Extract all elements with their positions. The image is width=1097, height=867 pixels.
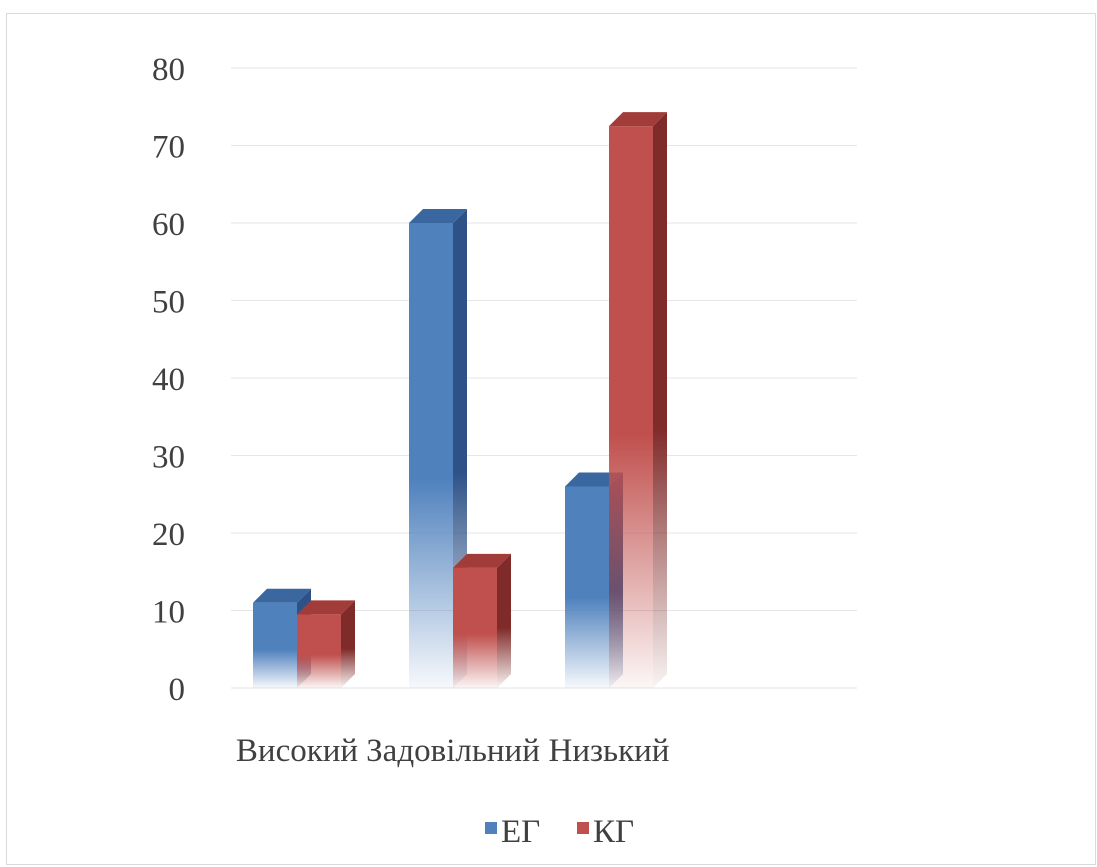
x-tick-label: Задовільний [366, 733, 540, 769]
bars [253, 112, 667, 688]
bar-side [497, 553, 511, 688]
bar-front [453, 567, 497, 688]
bar-front [409, 223, 453, 688]
bar-top [297, 600, 355, 615]
bar-top [409, 209, 467, 223]
y-tick-label: 40 [152, 362, 185, 398]
legend-item: ЕГ [485, 814, 540, 850]
bar-КГ-Низький [609, 112, 667, 688]
x-tick-label: Низький [549, 733, 670, 769]
y-tick-label: 10 [152, 595, 185, 631]
bar-top [565, 472, 623, 487]
y-tick-label: 0 [169, 672, 186, 708]
bar-front [609, 126, 653, 688]
x-tick-label: Високий [236, 733, 358, 769]
legend-swatch [577, 822, 589, 834]
bar-КГ-Високий [297, 600, 355, 688]
bar-front [253, 602, 297, 688]
bar-side [341, 600, 355, 688]
x-axis: Високий Задовільний Низький [236, 733, 670, 769]
y-tick-label: 80 [152, 52, 185, 88]
y-axis: 0 10 20 30 40 50 60 70 80 [152, 52, 185, 708]
chart-frame: 0 10 20 30 40 50 60 70 80 Високий Задовільний Низь… [6, 13, 1096, 865]
bar-side [653, 112, 667, 688]
y-tick-label: 30 [152, 440, 185, 476]
legend: ЕГ КГ [485, 814, 634, 850]
bar-КГ-Задовільний [453, 553, 511, 688]
legend-label: КГ [593, 814, 634, 850]
bar-front [297, 614, 341, 688]
bar-top [253, 588, 311, 603]
bar-top [453, 553, 511, 568]
bar-chart: 0 10 20 30 40 50 60 70 80 Високий Задовільний Низь… [152, 52, 857, 850]
y-tick-label: 20 [152, 517, 185, 553]
y-tick-label: 70 [152, 130, 185, 166]
bar-front [565, 486, 609, 688]
y-tick-label: 60 [152, 207, 185, 243]
legend-label: ЕГ [501, 814, 540, 850]
bar-top [609, 112, 667, 127]
y-tick-label: 50 [152, 285, 185, 321]
legend-item: КГ [577, 814, 634, 850]
gridlines [231, 67, 857, 689]
legend-swatch [485, 822, 497, 834]
